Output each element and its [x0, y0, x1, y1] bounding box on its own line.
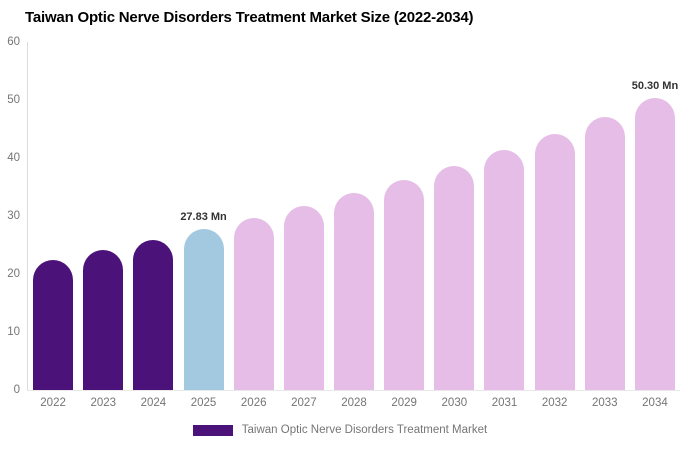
- bar-2026[interactable]: [233, 218, 274, 390]
- x-axis-tick-label: 2032: [541, 397, 568, 409]
- x-axis-tick-label: 2024: [140, 397, 167, 409]
- x-axis-tick-label: 2023: [90, 397, 117, 409]
- x-axis-tick-label: 2026: [240, 397, 267, 409]
- bar-slot: [429, 42, 479, 390]
- data-label-2034: 50.30 Mn: [631, 80, 679, 93]
- bar-2028[interactable]: [334, 193, 375, 390]
- y-axis-tick-label: 30: [7, 210, 20, 222]
- legend: Taiwan Optic Nerve Disorders Treatment M…: [0, 424, 680, 436]
- legend-label: Taiwan Optic Nerve Disorders Treatment M…: [241, 424, 488, 436]
- bar-2029[interactable]: [384, 180, 425, 390]
- y-axis-tick-label: 40: [7, 152, 20, 164]
- bar-2031[interactable]: [484, 150, 525, 390]
- bar-slot: [580, 42, 630, 390]
- bar-2030[interactable]: [434, 165, 475, 390]
- chart-title: Taiwan Optic Nerve Disorders Treatment M…: [25, 9, 474, 26]
- data-label-2025: 27.83 Mn: [180, 210, 227, 223]
- bar-2024[interactable]: [133, 239, 174, 390]
- bars-container: 27.83 Mn 50.30 Mn: [28, 42, 680, 390]
- bar-2022[interactable]: [33, 259, 74, 390]
- bar-slot: [379, 42, 429, 390]
- legend-swatch: [192, 424, 233, 436]
- bar-slot: [530, 42, 580, 390]
- bar-slot: [329, 42, 379, 390]
- x-axis-tick-label: 2033: [592, 397, 618, 409]
- y-axis-tick-label: 10: [7, 326, 20, 338]
- bar-slot: 50.30 Mn: [630, 42, 680, 390]
- bar-2032[interactable]: [534, 134, 575, 390]
- plot-area: 27.83 Mn 50.30 Mn: [27, 42, 680, 391]
- x-axis-tick-label: 2034: [642, 397, 668, 409]
- bar-2025[interactable]: [183, 228, 224, 390]
- x-axis-tick-label: 2031: [491, 397, 518, 409]
- bar-slot: [479, 42, 529, 390]
- bar-2034[interactable]: [634, 98, 675, 390]
- y-axis-tick-label: 60: [7, 36, 20, 48]
- x-axis-tick-label: 2029: [391, 397, 417, 409]
- x-axis-tick-label: 2022: [40, 397, 66, 409]
- bar-slot: [128, 42, 178, 390]
- bar-slot: 27.83 Mn: [178, 42, 228, 390]
- x-axis-tick-label: 2028: [341, 397, 367, 409]
- y-axis-tick-label: 50: [7, 94, 20, 106]
- bar-2027[interactable]: [283, 206, 324, 390]
- y-axis: 0 10 20 30 40 50 60: [0, 0, 20, 450]
- bar-2023[interactable]: [83, 249, 124, 390]
- y-axis-tick-label: 20: [7, 268, 20, 280]
- x-axis: 2022 2023 2024 2025 2026 2027 2028 2029 2030 2031…: [28, 396, 680, 410]
- bar-2033[interactable]: [584, 116, 625, 390]
- x-axis-tick-label: 2025: [190, 397, 217, 409]
- x-axis-tick-label: 2027: [291, 397, 317, 409]
- x-axis-tick-label: 2030: [441, 397, 468, 409]
- bar-slot: [28, 42, 78, 390]
- bar-slot: [78, 42, 128, 390]
- bar-slot: [229, 42, 279, 390]
- bar-slot: [279, 42, 329, 390]
- y-axis-tick-label: 0: [13, 384, 20, 396]
- legend-item[interactable]: Taiwan Optic Nerve Disorders Treatment M…: [192, 424, 488, 436]
